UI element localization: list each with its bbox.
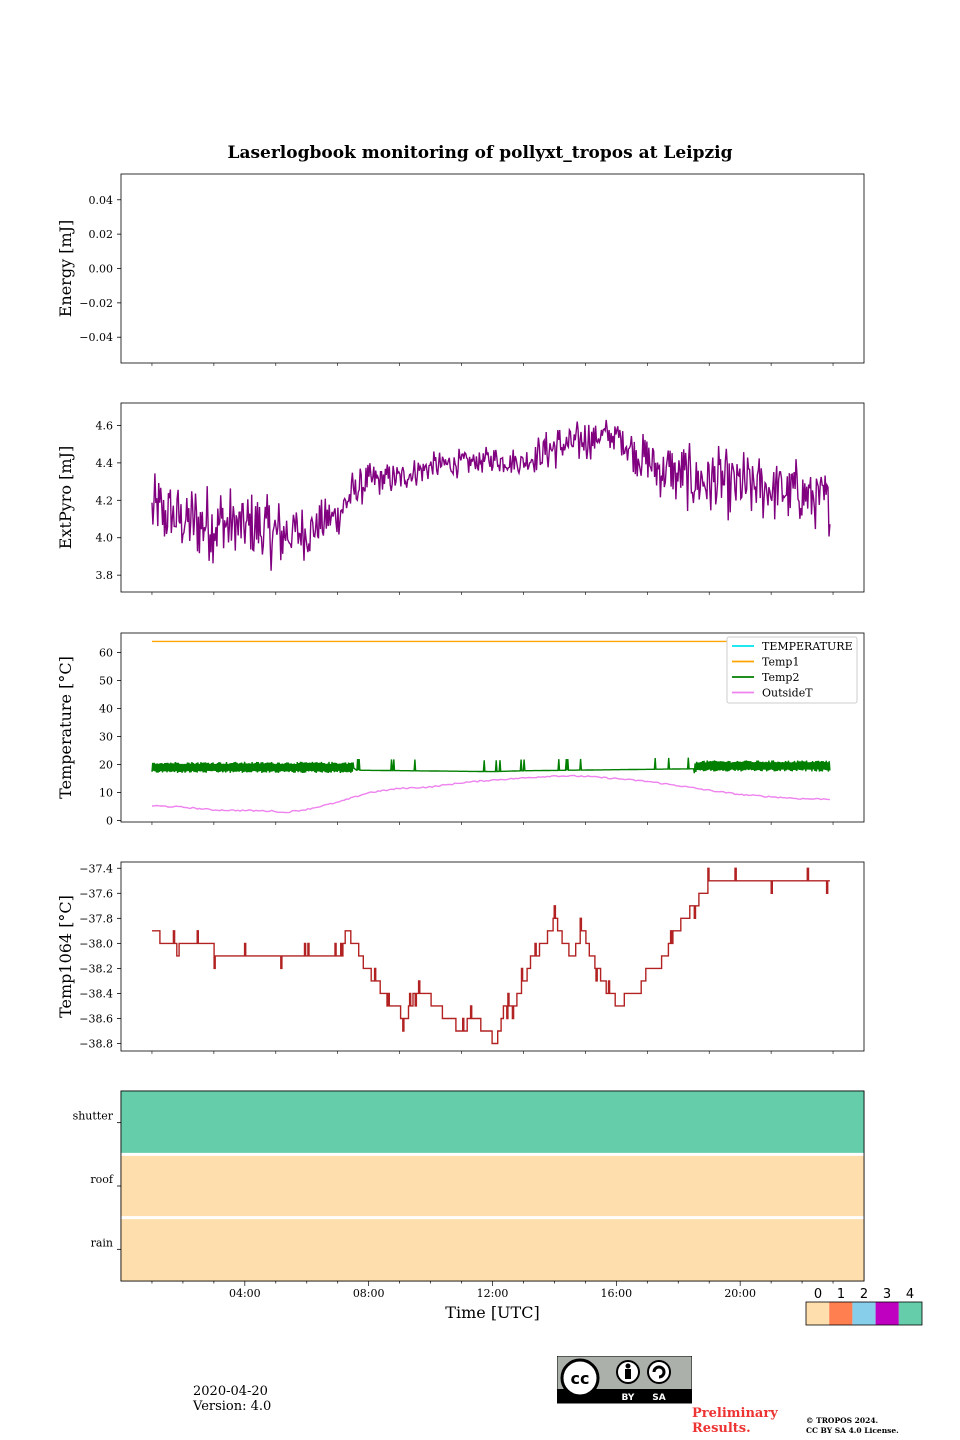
row-label-roof: roof — [90, 1173, 114, 1186]
colorbar-segment-2 — [852, 1302, 876, 1325]
y-tick-label: −37.4 — [79, 862, 113, 875]
x-axis-label: Time [UTC] — [445, 1303, 539, 1322]
legend-box — [726, 636, 858, 704]
x-tick-label: 16:00 — [600, 1287, 632, 1300]
colorbar-label-0: 0 — [814, 1287, 822, 1302]
series-line-outsidet — [151, 774, 830, 814]
date-label: 2020-04-20 — [193, 1384, 268, 1399]
y-axis-label: ExtPyro [mJ] — [56, 446, 75, 549]
preliminary-line-2: Results. — [692, 1421, 751, 1436]
legend-label-temperature: TEMPERATURE — [762, 640, 853, 653]
colorbar-segment-3 — [875, 1302, 899, 1325]
y-tick-label: 4.2 — [96, 494, 114, 507]
y-tick-label: −0.02 — [79, 297, 113, 310]
y-tick-label: 10 — [99, 787, 113, 800]
y-tick-label: −38.8 — [79, 1037, 113, 1050]
panel-temperature: 0 10 20 30 40 50 60 Temperature [°C] TEMPERATURE… — [56, 632, 865, 828]
cc-sa-label: SA — [652, 1393, 665, 1403]
copyright-line-1: © TROPOS 2024. — [806, 1416, 879, 1425]
x-tick-label: 08:00 — [353, 1287, 385, 1300]
y-tick-label: 0 — [106, 815, 113, 828]
legend-label-outsidet: OutsideT — [762, 687, 813, 700]
panel-temp1064: −38.8 −38.6 −38.4 −38.2 −38.0 −37.8 −37.6 −37.4… — [56, 861, 865, 1054]
date-version: 2020-04-20 Version: 4.0 — [193, 1384, 271, 1414]
panel-energy: −0.04 −0.02 0.00 0.02 0.04 Energy [mJ] — [56, 173, 865, 366]
y-tick-label: −38.4 — [79, 987, 113, 1000]
x-tick-label: 20:00 — [724, 1287, 756, 1300]
colorbar-frame — [805, 1301, 923, 1326]
cc-by-sa-badge: cc BY SA — [557, 1356, 692, 1404]
series-line-temp1064 — [152, 867, 830, 1045]
status-row-shutter — [121, 1091, 864, 1155]
colorbar-segment-4 — [898, 1302, 922, 1325]
y-tick-label: 30 — [99, 731, 113, 744]
panel-status: shutter roof rain 04:00 08:00 12:00 16:00 20:00… — [73, 1090, 923, 1326]
x-tick-label: 04:00 — [229, 1287, 261, 1300]
y-tick-label: 0.00 — [89, 263, 114, 276]
y-tick-label: 4.6 — [96, 419, 114, 432]
chart-title: Laserlogbook monitoring of pollyxt_tropo… — [227, 143, 732, 163]
y-tick-label: 4.0 — [96, 532, 114, 545]
y-tick-label: −38.0 — [79, 937, 113, 950]
colorbar-label-2: 2 — [860, 1287, 868, 1302]
panel-extpyro: 3.8 4.0 4.2 4.4 4.6 ExtPyro [mJ] — [56, 402, 865, 595]
panel-frame — [120, 402, 865, 593]
preliminary-line-1: Preliminary — [692, 1406, 778, 1421]
row-label-rain: rain — [91, 1236, 113, 1249]
series-line-extpyro — [151, 419, 831, 571]
cc-by-label: BY — [622, 1393, 635, 1403]
y-tick-label: 60 — [99, 647, 113, 660]
legend-label-temp1: Temp1 — [762, 656, 799, 669]
row-label-shutter: shutter — [73, 1110, 114, 1123]
copyright-line-2: CC BY SA 4.0 License. — [806, 1426, 899, 1435]
legend-label-temp2: Temp2 — [762, 671, 799, 684]
x-tick-label: 12:00 — [477, 1287, 509, 1300]
y-axis-label: Temperature [°C] — [56, 656, 75, 799]
colorbar-label-4: 4 — [906, 1287, 914, 1302]
y-tick-label: 3.8 — [96, 569, 114, 582]
version-label: Version: 4.0 — [193, 1399, 272, 1414]
copyright-note: © TROPOS 2024. CC BY SA 4.0 License. — [806, 1416, 899, 1436]
y-tick-label: −38.2 — [79, 962, 113, 975]
y-tick-label: 0.02 — [89, 228, 114, 241]
y-tick-label: 50 — [99, 675, 113, 688]
y-tick-label: 4.4 — [96, 457, 114, 470]
y-tick-label: 40 — [99, 703, 113, 716]
colorbar-label-3: 3 — [883, 1287, 891, 1302]
y-tick-label: −38.6 — [79, 1012, 113, 1025]
series-line-temp2 — [151, 757, 831, 774]
y-tick-label: −37.8 — [79, 912, 113, 925]
y-tick-label: −0.04 — [79, 331, 113, 344]
colorbar-segment-0 — [806, 1302, 830, 1325]
y-axis-label: Temp1064 [°C] — [56, 895, 75, 1018]
status-row-roof — [121, 1154, 864, 1218]
colorbar-segment-1 — [829, 1302, 853, 1325]
y-axis-label: Energy [mJ] — [56, 220, 75, 318]
preliminary-note: Preliminary Results. — [692, 1406, 778, 1436]
y-tick-label: 20 — [99, 759, 113, 772]
colorbar-label-1: 1 — [837, 1287, 845, 1302]
panel-frame — [120, 173, 865, 364]
svg-text:cc: cc — [571, 1369, 590, 1388]
y-tick-label: −37.6 — [79, 887, 113, 900]
y-tick-label: 0.04 — [89, 194, 114, 207]
status-row-rain — [121, 1217, 864, 1281]
